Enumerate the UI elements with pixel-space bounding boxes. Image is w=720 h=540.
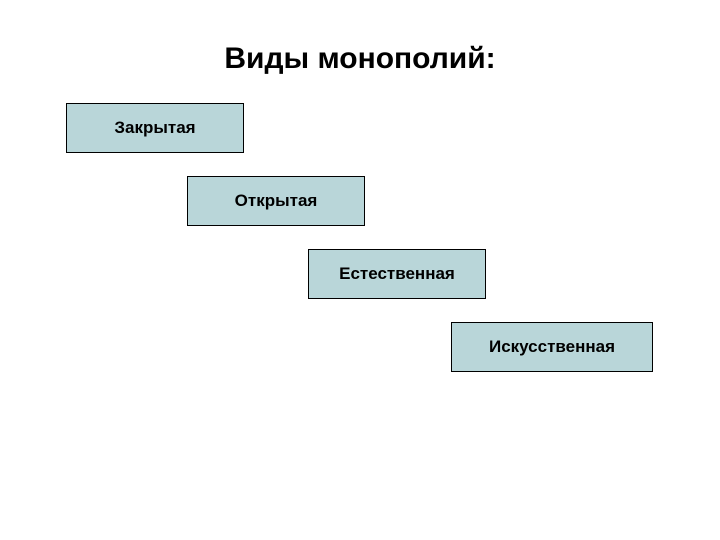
box-natural-label: Естественная	[339, 264, 455, 284]
box-open-label: Открытая	[235, 191, 318, 211]
box-natural: Естественная	[308, 249, 486, 299]
box-artificial: Искусственная	[451, 322, 653, 372]
box-closed-label: Закрытая	[114, 118, 195, 138]
box-open: Открытая	[187, 176, 365, 226]
diagram-title: Виды монополий:	[0, 42, 720, 76]
box-closed: Закрытая	[66, 103, 244, 153]
diagram-title-text: Виды монополий:	[224, 42, 495, 75]
box-artificial-label: Искусственная	[489, 337, 615, 357]
diagram-canvas: Виды монополий: Закрытая Открытая Естестве…	[0, 0, 720, 540]
